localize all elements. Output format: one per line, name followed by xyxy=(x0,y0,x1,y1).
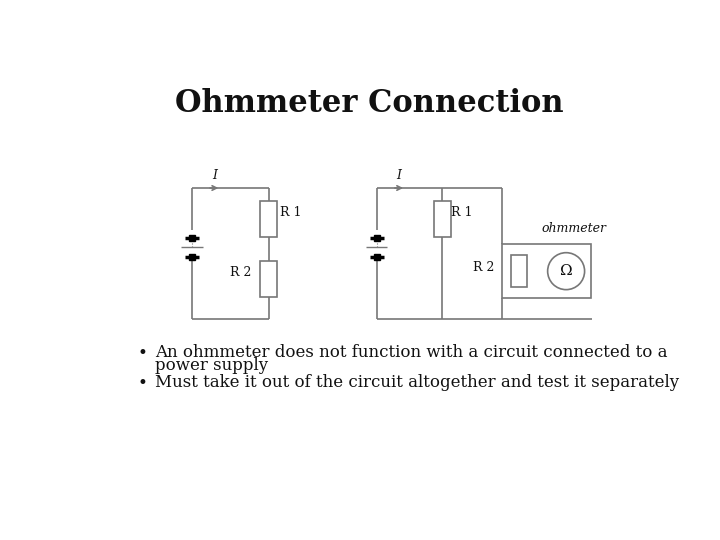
Text: Ohmmeter Connection: Ohmmeter Connection xyxy=(175,88,563,119)
Text: R 1: R 1 xyxy=(451,206,473,219)
Text: R 2: R 2 xyxy=(230,266,252,279)
Bar xyxy=(503,244,590,298)
Text: Must take it out of the circuit altogether and test it separately: Must take it out of the circuit altogeth… xyxy=(155,374,679,392)
Bar xyxy=(433,201,451,237)
Bar xyxy=(261,261,277,296)
Text: Ω: Ω xyxy=(560,264,572,278)
Circle shape xyxy=(548,253,585,289)
Text: •: • xyxy=(138,343,148,362)
Text: R 2: R 2 xyxy=(473,261,495,274)
Text: •: • xyxy=(138,374,148,393)
Bar xyxy=(511,255,527,287)
Bar xyxy=(261,201,277,237)
Text: ohmmeter: ohmmeter xyxy=(541,222,606,235)
Text: I: I xyxy=(397,169,402,182)
Text: An ohmmeter does not function with a circuit connected to a: An ohmmeter does not function with a cir… xyxy=(155,343,667,361)
Text: R 1: R 1 xyxy=(279,206,301,219)
Text: I: I xyxy=(212,169,217,182)
Text: power supply: power supply xyxy=(155,357,268,374)
